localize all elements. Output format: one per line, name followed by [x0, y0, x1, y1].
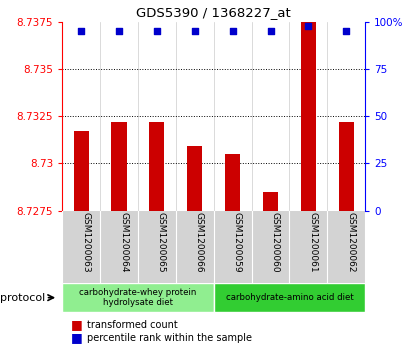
Bar — [62, 283, 214, 312]
Bar — [339, 122, 354, 211]
Text: GSM1200060: GSM1200060 — [271, 212, 280, 273]
Text: GSM1200064: GSM1200064 — [119, 212, 128, 273]
Point — [267, 28, 274, 34]
Point — [78, 28, 85, 34]
Text: GSM1200059: GSM1200059 — [233, 212, 242, 273]
Point — [343, 28, 349, 34]
Text: GSM1200061: GSM1200061 — [308, 212, 317, 273]
Point — [305, 23, 312, 28]
Bar — [112, 122, 127, 211]
Bar — [73, 131, 89, 211]
Text: percentile rank within the sample: percentile rank within the sample — [87, 333, 252, 343]
Title: GDS5390 / 1368227_at: GDS5390 / 1368227_at — [137, 6, 291, 19]
Bar — [263, 192, 278, 211]
Bar — [214, 283, 365, 312]
Text: transformed count: transformed count — [87, 320, 178, 330]
Text: GSM1200062: GSM1200062 — [346, 212, 355, 273]
Text: ■: ■ — [71, 318, 82, 331]
Text: carbohydrate-amino acid diet: carbohydrate-amino acid diet — [226, 293, 353, 302]
Point — [116, 28, 122, 34]
Point — [229, 28, 236, 34]
Text: GSM1200066: GSM1200066 — [195, 212, 204, 273]
Text: ■: ■ — [71, 331, 82, 344]
Point — [154, 28, 160, 34]
Text: protocol: protocol — [0, 293, 45, 303]
Bar — [187, 146, 203, 211]
Text: carbohydrate-whey protein
hydrolysate diet: carbohydrate-whey protein hydrolysate di… — [79, 288, 197, 307]
Bar — [225, 154, 240, 211]
Text: GSM1200065: GSM1200065 — [157, 212, 166, 273]
Bar — [301, 22, 316, 211]
Text: GSM1200063: GSM1200063 — [81, 212, 90, 273]
Bar — [149, 122, 164, 211]
Point — [191, 28, 198, 34]
